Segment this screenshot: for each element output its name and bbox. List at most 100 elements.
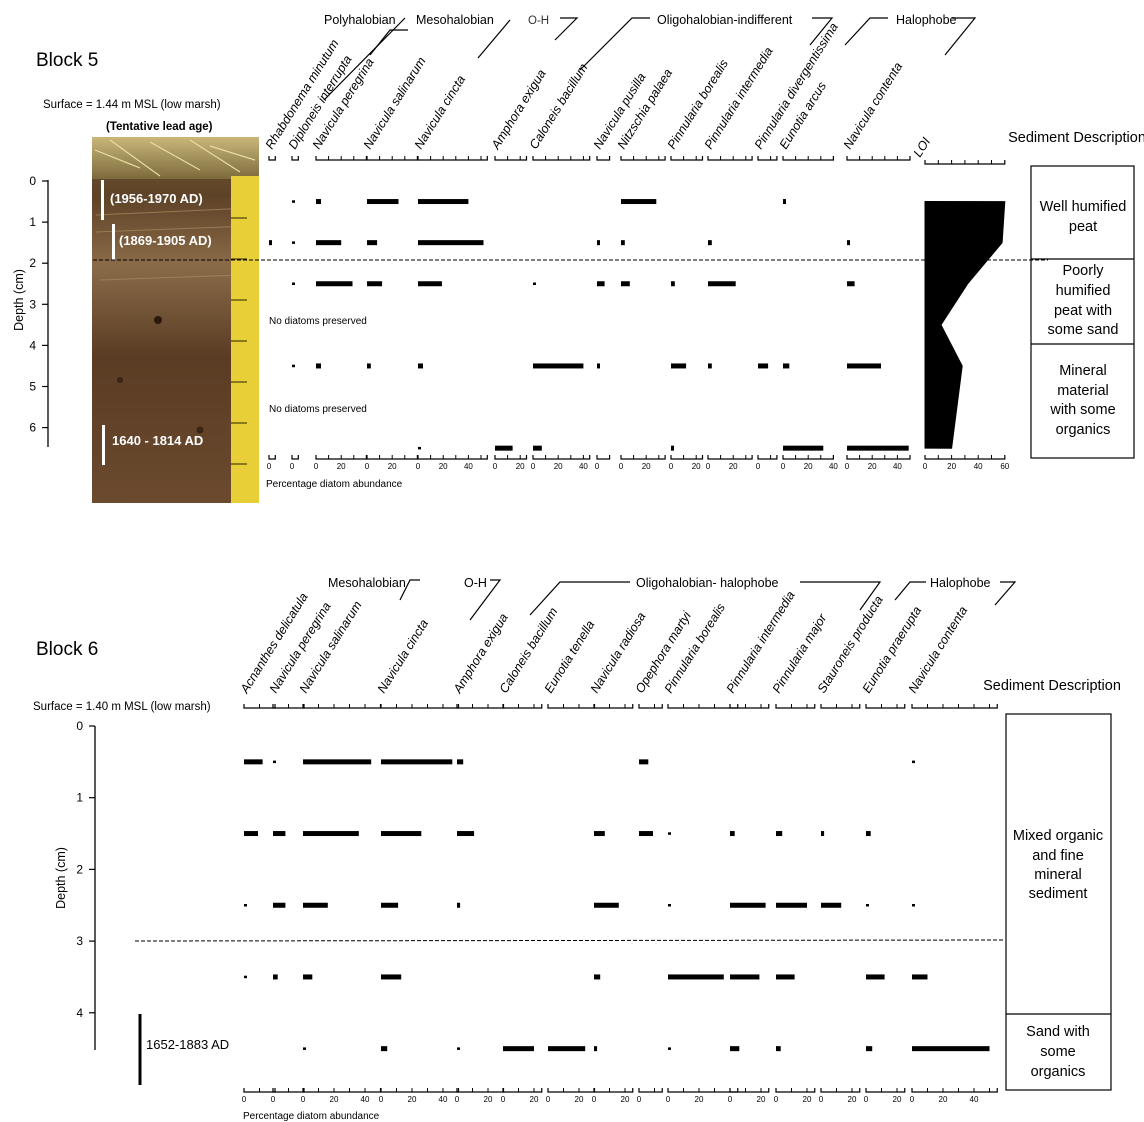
abundance-bar bbox=[418, 240, 484, 246]
depth-tick-label: 1 bbox=[76, 791, 83, 805]
column-top-axis bbox=[302, 704, 382, 709]
column-top-axis bbox=[638, 704, 663, 709]
column-tick-label: 0 bbox=[546, 1095, 551, 1104]
column-bottom-axis bbox=[707, 455, 753, 460]
abundance-bar bbox=[783, 363, 790, 369]
block-6-panel: Block 6 Surface = 1.40 m MSL (low marsh)… bbox=[33, 576, 1121, 1122]
abundance-bar bbox=[292, 364, 295, 368]
column-top-axis bbox=[291, 156, 299, 161]
column-tick-label: 40 bbox=[439, 1095, 448, 1104]
abundance-bar bbox=[273, 974, 278, 980]
column-top-axis bbox=[820, 704, 861, 709]
abundance-bar bbox=[367, 363, 371, 369]
depth-tick-label: 0 bbox=[76, 719, 83, 733]
column-tick-label: 20 bbox=[757, 1095, 766, 1104]
column-top-axis bbox=[620, 156, 666, 161]
abundance-bar bbox=[730, 1046, 740, 1052]
column-tick-label: 20 bbox=[692, 462, 701, 471]
block-5-depth-axis-label: Depth (cm) bbox=[12, 269, 26, 331]
abundance-bar bbox=[776, 1046, 781, 1052]
block-6-depth-axis: 0 1 2 3 4 bbox=[76, 719, 96, 1050]
abundance-bar bbox=[548, 1046, 586, 1052]
abundance-bar bbox=[597, 281, 605, 287]
group-halophobe-b6: Halophobe bbox=[930, 576, 991, 590]
column-top-axis bbox=[707, 156, 753, 161]
species-label: Navicula cincta bbox=[412, 73, 468, 152]
column-bottom-axis bbox=[757, 455, 778, 460]
abundance-bar bbox=[621, 240, 625, 246]
column-tick-label: 0 bbox=[314, 462, 319, 471]
abundance-bar bbox=[292, 200, 295, 203]
abundance-bar bbox=[847, 240, 850, 246]
column-tick-label: 0 bbox=[242, 1095, 247, 1104]
column-tick-label: 0 bbox=[592, 1095, 597, 1104]
abundance-bar bbox=[821, 831, 825, 837]
abundance-bar bbox=[292, 241, 295, 244]
abundance-bar bbox=[866, 974, 885, 980]
abundance-bar bbox=[316, 363, 321, 369]
abundance-bar bbox=[639, 831, 653, 837]
group-halophobe: Halophobe bbox=[896, 13, 957, 27]
abundance-bar bbox=[847, 363, 881, 369]
column-tick-label: 0 bbox=[845, 462, 850, 471]
abundance-bar bbox=[668, 904, 671, 907]
column-top-axis bbox=[532, 156, 591, 161]
abundance-bar bbox=[621, 199, 657, 205]
loi-tick-label: 0 bbox=[923, 462, 928, 471]
abundance-bar bbox=[457, 831, 475, 837]
column-bottom-axis bbox=[547, 1088, 596, 1093]
column-tick-label: 0 bbox=[619, 462, 624, 471]
abundance-bar bbox=[639, 759, 649, 765]
abundance-bar bbox=[776, 974, 795, 980]
abundance-bar bbox=[273, 902, 286, 908]
group-polyhalobian: Polyhalobian bbox=[324, 13, 396, 27]
column-tick-label: 0 bbox=[416, 462, 421, 471]
abundance-bar bbox=[244, 831, 258, 837]
sediment-poorly-humified-peat: Poorly humified peat with some sand bbox=[1048, 263, 1119, 338]
column-bottom-axis bbox=[667, 1088, 739, 1093]
abundance-bar bbox=[381, 902, 399, 908]
loi-tick-label: 20 bbox=[947, 462, 956, 471]
column-tick-label: 0 bbox=[864, 1095, 869, 1104]
group-oligohalobian-halophobe: Oligohalobian- halophobe bbox=[636, 576, 779, 590]
abundance-bar bbox=[316, 240, 342, 246]
abundance-bar bbox=[367, 240, 378, 246]
group-o-h-b6: O-H bbox=[464, 576, 487, 590]
group-mesohalobian-b6: Mesohalobian bbox=[328, 576, 406, 590]
column-bottom-axis bbox=[865, 1088, 906, 1093]
column-top-axis bbox=[911, 704, 998, 709]
column-bottom-axis bbox=[302, 1088, 382, 1093]
abundance-bar bbox=[668, 1047, 671, 1050]
column-bottom-axis bbox=[502, 1088, 543, 1093]
column-top-axis bbox=[456, 704, 505, 709]
column-navicula-contenta: Navicula contenta 0 20 40 bbox=[841, 60, 911, 471]
column-tick-label: 20 bbox=[554, 462, 563, 471]
abundance-bar bbox=[594, 1046, 598, 1052]
loi-profile bbox=[924, 201, 1006, 449]
column-tick-label: 20 bbox=[939, 1095, 948, 1104]
abundance-bar bbox=[708, 281, 736, 287]
column-tick-label: 0 bbox=[669, 462, 674, 471]
column-top-axis bbox=[417, 156, 488, 161]
depth-tick-label: 4 bbox=[29, 338, 36, 352]
abundance-bar bbox=[668, 832, 671, 835]
depth-tick-label: 4 bbox=[76, 1006, 83, 1020]
abundance-bar bbox=[367, 281, 383, 287]
column-tick-label: 40 bbox=[829, 462, 838, 471]
column-top-axis bbox=[494, 156, 528, 161]
column-eunotia-tenella: Eunotia tenella 0 20 bbox=[542, 618, 598, 1104]
abundance-bar bbox=[594, 974, 601, 980]
column-tick-label: 20 bbox=[621, 1095, 630, 1104]
abundance-bar bbox=[912, 760, 915, 764]
core-photo bbox=[92, 137, 259, 503]
column-tick-label: 0 bbox=[379, 1095, 384, 1104]
lead-age-1652-1883: 1652-1883 AD bbox=[146, 1037, 229, 1052]
abundance-bar bbox=[594, 902, 619, 908]
column-tick-label: 20 bbox=[408, 1095, 417, 1104]
abundance-bar bbox=[418, 446, 421, 450]
no-diatoms-note-1: No diatoms preserved bbox=[269, 316, 367, 327]
